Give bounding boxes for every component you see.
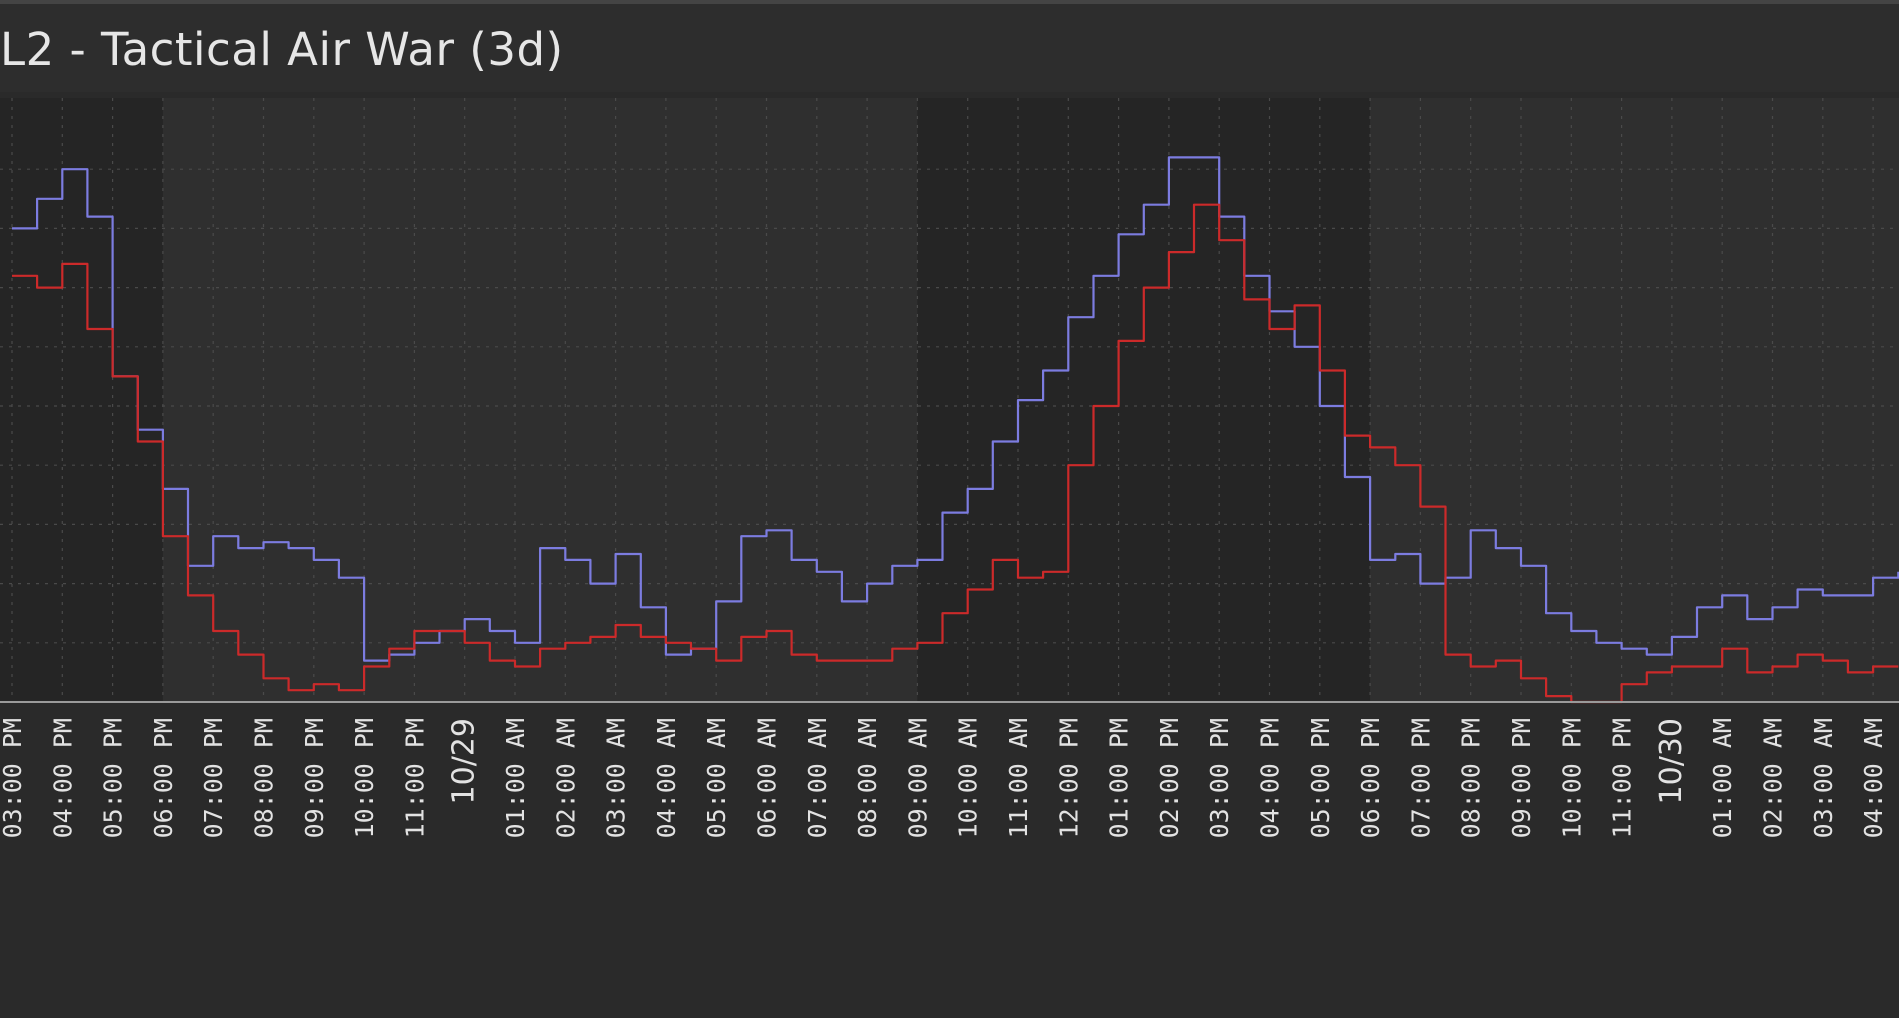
x-tick-label: 04:00 PM (48, 718, 77, 838)
x-tick-label: 08:00 PM (1457, 718, 1486, 838)
x-tick-label: 01:00 PM (1105, 718, 1134, 838)
x-tick-label: 10:00 PM (1557, 718, 1586, 838)
x-tick-label: 01:00 AM (501, 718, 530, 838)
x-tick-label: 09:00 AM (903, 718, 932, 838)
x-tick-date-label: 10/30 (1654, 718, 1689, 804)
x-tick-label: 05:00 AM (702, 718, 731, 838)
x-tick-label: 06:00 PM (1356, 718, 1385, 838)
x-tick-label: 05:00 PM (99, 718, 128, 838)
x-tick-label: 04:00 AM (652, 718, 681, 838)
grid-lines (0, 98, 1899, 702)
x-tick-label: 03:00 PM (1205, 718, 1234, 838)
x-tick-label: 09:00 PM (1507, 718, 1536, 838)
panel-title: L2 - Tactical Air War (3d) (0, 23, 564, 76)
x-tick-label: 06:00 PM (149, 718, 178, 838)
x-tick-label: 06:00 AM (753, 718, 782, 838)
x-tick-label: 03:00 AM (1809, 718, 1838, 838)
x-tick-label: 07:00 PM (1406, 718, 1435, 838)
plot-band (1370, 98, 1899, 702)
x-tick-label: 07:00 PM (199, 718, 228, 838)
x-tick-label: 02:00 PM (1155, 718, 1184, 838)
series-line-red (12, 203, 1899, 704)
x-tick-label: 08:00 PM (250, 718, 279, 838)
x-tick-label: 11:00 PM (400, 718, 429, 838)
x-tick-date-label: 10/29 (447, 718, 482, 804)
x-tick-label: 02:00 AM (551, 718, 580, 838)
x-tick-label: 04:00 PM (1256, 718, 1285, 838)
x-tick-label: 08:00 AM (853, 718, 882, 838)
x-tick-label: 07:00 AM (803, 718, 832, 838)
x-tick-label: 04:00 AM (1859, 718, 1888, 838)
x-tick-label: 03:00 AM (602, 718, 631, 838)
x-tick-label: 11:00 PM (1608, 718, 1637, 838)
series-lines (12, 156, 1899, 704)
x-tick-label: 03:00 PM (0, 718, 27, 838)
plot-background (0, 98, 1899, 702)
x-tick-label: 09:00 PM (300, 718, 329, 838)
panel-header: L2 - Tactical Air War (3d) (0, 4, 1899, 92)
x-tick-label: 12:00 PM (1054, 718, 1083, 838)
panel-top-border (0, 0, 1899, 4)
x-tick-labels: 03:00 PM 04:00 PM 05:00 PM 06:00 PM 07:00 PM… (0, 718, 1888, 838)
x-tick-label: 01:00 AM (1708, 718, 1737, 838)
x-tick-label: 10:00 PM (350, 718, 379, 838)
x-tick-label: 02:00 AM (1759, 718, 1788, 838)
series-line-blue (12, 156, 1899, 662)
x-tick-label: 10:00 AM (954, 718, 983, 838)
x-tick-label: 05:00 PM (1306, 718, 1335, 838)
x-tick-label: 11:00 AM (1004, 718, 1033, 838)
